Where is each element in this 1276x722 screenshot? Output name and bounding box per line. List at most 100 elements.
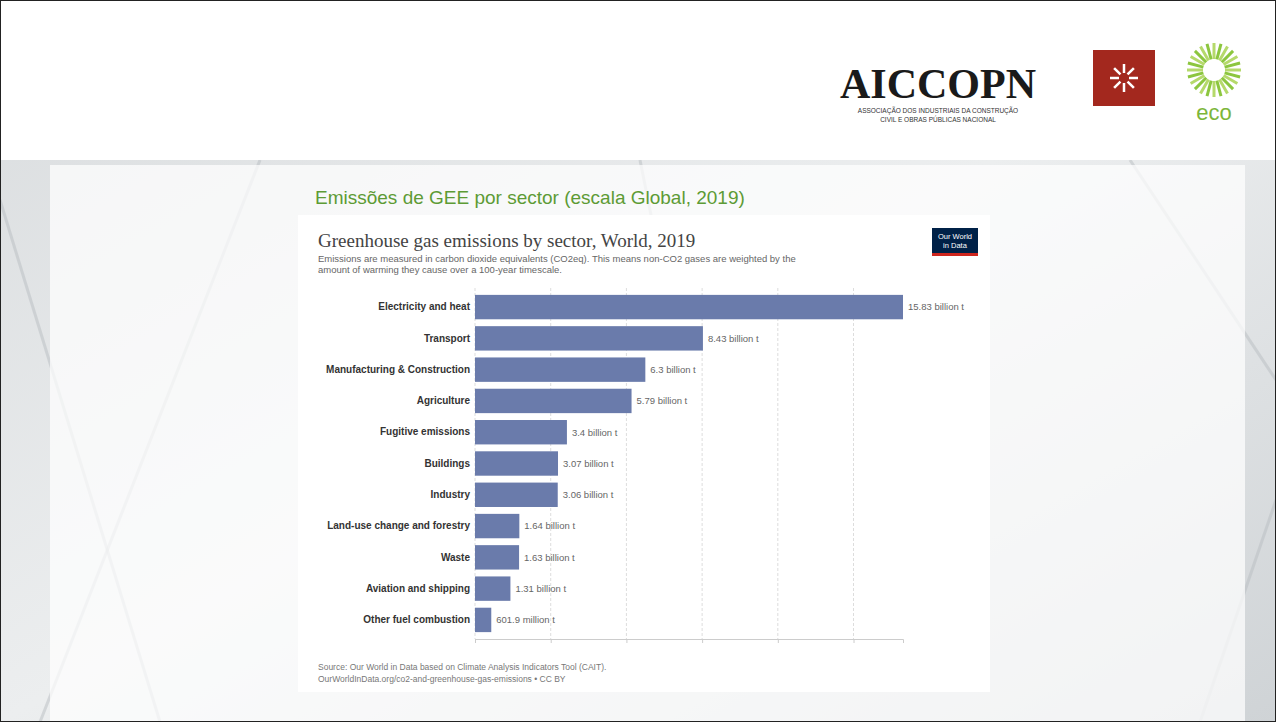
x-tick-mark: [702, 639, 703, 643]
chart-source: Source: Our World in Data based on Clima…: [318, 662, 606, 672]
x-tick-mark: [475, 639, 476, 643]
category-label: Transport: [424, 333, 471, 344]
eco-logo-ray: [1187, 69, 1203, 72]
university-logo-ray: [1129, 77, 1138, 80]
university-logo-ray: [1110, 77, 1119, 80]
bar: [475, 295, 903, 319]
chart-card: [298, 215, 990, 692]
content-panel: [50, 165, 1245, 722]
slide-frame: [1, 1, 1276, 722]
category-label: Aviation and shipping: [366, 583, 470, 594]
data-label: 1.31 billion t: [515, 583, 566, 594]
university-logo: [1093, 50, 1155, 106]
data-label: 15.83 billion t: [908, 301, 964, 312]
category-label: Land-use change and forestry: [327, 520, 470, 531]
bar: [475, 326, 703, 350]
y-tick: Land-use change and forestry: [327, 520, 475, 531]
eco-logo: [1187, 43, 1241, 97]
logo-subtitle: CIVIL E OBRAS PÚBLICAS NACIONAL: [880, 115, 996, 123]
x-tick: [778, 639, 779, 643]
logo-subtitle: ASSOCIAÇÃO DOS INDUSTRIAIS DA CONSTRUÇÃO: [858, 106, 1018, 115]
bar: [475, 420, 567, 444]
data-labels: 15.83 billion t 8.43 billion t 6.3 billion…: [496, 301, 964, 625]
chart-source: OurWorldInData.org/co2-and-greenhouse-ga…: [318, 674, 566, 684]
x-tick-mark: [626, 639, 627, 643]
data-label: 3.07 billion t: [563, 458, 614, 469]
y-tick: Aviation and shipping: [366, 583, 475, 594]
badge-text: in Data: [943, 241, 968, 250]
bar: [475, 389, 632, 413]
bar: [475, 514, 519, 538]
x-tick-mark: [854, 639, 855, 643]
university-logo-ray: [1114, 68, 1120, 74]
eco-logo-ray: [1207, 44, 1211, 59]
data-label: 1.64 billion t: [524, 520, 575, 531]
y-axis: Electricity and heat Transport Manufacturi…: [326, 301, 475, 625]
x-tick-mark: [551, 639, 552, 643]
bar: [475, 608, 491, 632]
grid: [475, 288, 854, 639]
bar: [475, 545, 519, 569]
bar: [475, 357, 645, 381]
y-tick: Buildings: [424, 458, 475, 469]
badge-text: Our World: [938, 232, 972, 241]
y-tick: Fugitive emissions: [380, 426, 475, 437]
eco-logo-ray: [1213, 43, 1216, 59]
category-label: Manufacturing & Construction: [326, 364, 470, 375]
category-label: Fugitive emissions: [380, 426, 470, 437]
x-tick: [475, 639, 476, 643]
university-logo-ray: [1128, 82, 1134, 88]
x-tick: [626, 639, 627, 643]
logo-name: AICCOPN: [840, 61, 1036, 107]
bars: [475, 295, 903, 632]
badge-box: [932, 228, 978, 253]
university-logo-box: [1093, 50, 1155, 106]
university-logo-ray: [1123, 64, 1126, 73]
category-label: Buildings: [424, 458, 470, 469]
chart-subtitle: amount of warming they cause over a 100-…: [318, 264, 562, 275]
eco-logo-ray: [1225, 69, 1241, 72]
y-tick: Manufacturing & Construction: [326, 364, 475, 375]
grid-line: [853, 288, 854, 639]
eco-logo-ray: [1225, 63, 1240, 67]
y-tick: Electricity and heat: [378, 301, 475, 312]
data-label: 5.79 billion t: [637, 395, 688, 406]
category-label: Agriculture: [417, 395, 471, 406]
data-label: 3.06 billion t: [563, 489, 614, 500]
x-axis: [476, 639, 904, 643]
data-label: 6.3 billion t: [650, 364, 696, 375]
bar: [475, 451, 558, 475]
x-axis-line: [476, 640, 904, 644]
chart-title: Greenhouse gas emissions by sector, Worl…: [318, 230, 695, 251]
category-label: Waste: [441, 552, 471, 563]
badge-underline: [932, 253, 978, 256]
eco-logo-ray: [1217, 81, 1221, 96]
university-logo-ray: [1128, 68, 1134, 74]
y-tick: Other fuel combustion: [363, 614, 475, 625]
university-logo-ray: [1123, 83, 1126, 92]
y-tick: Waste: [441, 552, 475, 563]
data-label: 3.4 billion t: [572, 427, 618, 438]
data-label: 1.63 billion t: [524, 552, 575, 563]
data-label: 8.43 billion t: [708, 333, 759, 344]
header-band: [0, 0, 1276, 160]
bar: [475, 483, 558, 507]
category-label: Electricity and heat: [378, 301, 470, 312]
x-tick: [702, 639, 703, 643]
y-tick: Agriculture: [417, 395, 475, 406]
x-tick: [854, 639, 855, 643]
x-tick-mark: [778, 639, 779, 643]
x-tick: [551, 639, 552, 643]
background: [0, 0, 1276, 722]
chart-subtitle: Emissions are measured in carbon dioxide…: [318, 253, 796, 264]
category-label: Industry: [431, 489, 471, 500]
grid-line: [777, 288, 778, 639]
background-lines: [0, 160, 1276, 722]
slide-title: Emissões de GEE por sector (escala Globa…: [315, 187, 745, 208]
bar: [475, 576, 510, 600]
y-tick: Industry: [431, 489, 475, 500]
eco-logo-ray: [1188, 73, 1203, 77]
slide: AICCOPNASSOCIAÇÃO DOS INDUSTRIAIS DA CON…: [0, 0, 1276, 722]
category-label: Other fuel combustion: [363, 614, 470, 625]
eco-logo-ray: [1213, 81, 1216, 97]
